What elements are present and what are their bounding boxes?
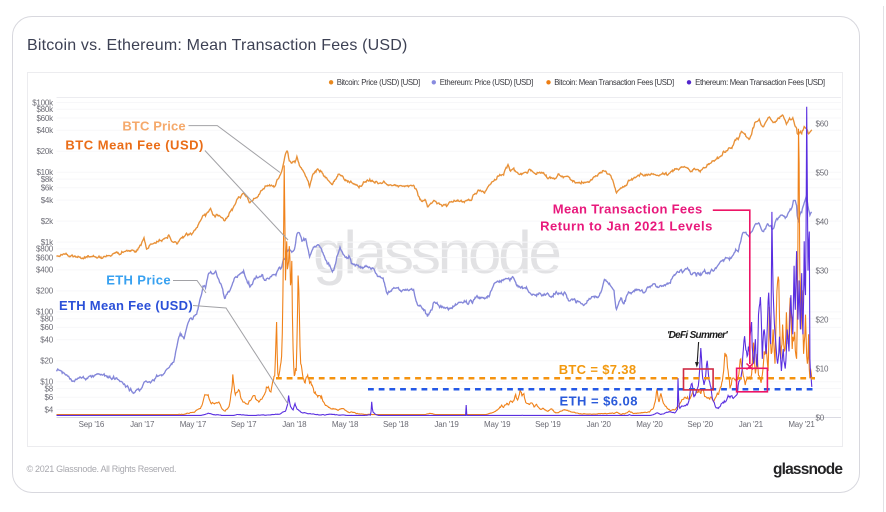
svg-text:ETH Mean Fee (USD): ETH Mean Fee (USD) bbox=[59, 298, 193, 313]
svg-text:glassnode: glassnode bbox=[313, 219, 559, 286]
svg-text:$6: $6 bbox=[45, 393, 54, 402]
svg-text:BTC Mean Fee (USD): BTC Mean Fee (USD) bbox=[65, 138, 203, 153]
svg-text:Jan '21: Jan '21 bbox=[739, 420, 764, 429]
svg-text:Mean Transaction Fees: Mean Transaction Fees bbox=[553, 202, 703, 217]
svg-text:$80k: $80k bbox=[36, 105, 54, 114]
svg-text:$80: $80 bbox=[40, 315, 53, 324]
svg-text:$200: $200 bbox=[36, 287, 54, 296]
svg-text:Ethereum: Mean Transaction Fee: Ethereum: Mean Transaction Fees [USD] bbox=[695, 78, 825, 87]
svg-text:Sep '16: Sep '16 bbox=[79, 420, 105, 429]
svg-text:$800: $800 bbox=[36, 245, 54, 254]
svg-text:$20k: $20k bbox=[36, 147, 54, 156]
svg-text:$4k: $4k bbox=[41, 196, 54, 205]
svg-text:$2k: $2k bbox=[41, 217, 54, 226]
svg-text:May '21: May '21 bbox=[788, 420, 815, 429]
svg-text:$40: $40 bbox=[816, 218, 829, 227]
svg-text:$60: $60 bbox=[816, 120, 829, 129]
svg-text:Sep '18: Sep '18 bbox=[383, 420, 409, 429]
svg-text:'DeFi Summer': 'DeFi Summer' bbox=[667, 330, 728, 341]
svg-text:Sep '17: Sep '17 bbox=[231, 420, 257, 429]
svg-text:$600: $600 bbox=[36, 253, 54, 262]
svg-text:Sep '20: Sep '20 bbox=[687, 420, 713, 429]
svg-text:$40k: $40k bbox=[36, 126, 54, 135]
svg-text:May '18: May '18 bbox=[332, 420, 359, 429]
svg-text:$1k: $1k bbox=[41, 238, 54, 247]
svg-text:BTC Price: BTC Price bbox=[122, 118, 185, 133]
svg-text:May '19: May '19 bbox=[484, 420, 511, 429]
svg-text:$4: $4 bbox=[45, 405, 54, 414]
svg-text:BTC = $7.38: BTC = $7.38 bbox=[559, 362, 637, 377]
svg-text:$10: $10 bbox=[816, 364, 829, 373]
svg-text:Jan '19: Jan '19 bbox=[434, 420, 459, 429]
svg-text:$60: $60 bbox=[40, 323, 53, 332]
svg-text:$20: $20 bbox=[816, 315, 829, 324]
svg-text:$50: $50 bbox=[816, 169, 829, 178]
svg-text:$6k: $6k bbox=[41, 184, 54, 193]
svg-text:$100k: $100k bbox=[32, 98, 54, 107]
svg-text:Bitcoin: Mean Transaction Fees: Bitcoin: Mean Transaction Fees [USD] bbox=[554, 78, 674, 87]
svg-text:$8: $8 bbox=[45, 384, 54, 393]
svg-text:Bitcoin: Price (USD) [USD]: Bitcoin: Price (USD) [USD] bbox=[337, 78, 420, 87]
svg-text:Ethereum: Price (USD) [USD]: Ethereum: Price (USD) [USD] bbox=[440, 78, 533, 87]
svg-text:ETH = $6.08: ETH = $6.08 bbox=[560, 393, 638, 408]
svg-text:ETH Price: ETH Price bbox=[106, 273, 171, 288]
svg-text:Jan '20: Jan '20 bbox=[587, 420, 612, 429]
svg-text:May '17: May '17 bbox=[180, 420, 207, 429]
svg-text:$30: $30 bbox=[816, 266, 829, 275]
svg-text:Sep '19: Sep '19 bbox=[535, 420, 561, 429]
svg-text:Jan '17: Jan '17 bbox=[130, 420, 155, 429]
svg-text:Jan '18: Jan '18 bbox=[282, 420, 307, 429]
svg-text:$20: $20 bbox=[40, 357, 53, 366]
svg-text:Return to Jan 2021 Levels: Return to Jan 2021 Levels bbox=[540, 219, 713, 234]
svg-text:$40: $40 bbox=[40, 336, 53, 345]
svg-text:$10: $10 bbox=[40, 378, 53, 387]
svg-text:$0: $0 bbox=[816, 413, 825, 422]
svg-text:May '20: May '20 bbox=[636, 420, 663, 429]
svg-text:$100: $100 bbox=[36, 308, 54, 317]
svg-text:$8k: $8k bbox=[41, 175, 54, 184]
svg-text:$60k: $60k bbox=[36, 114, 54, 123]
svg-text:$10k: $10k bbox=[36, 168, 54, 177]
svg-text:$400: $400 bbox=[36, 266, 54, 275]
